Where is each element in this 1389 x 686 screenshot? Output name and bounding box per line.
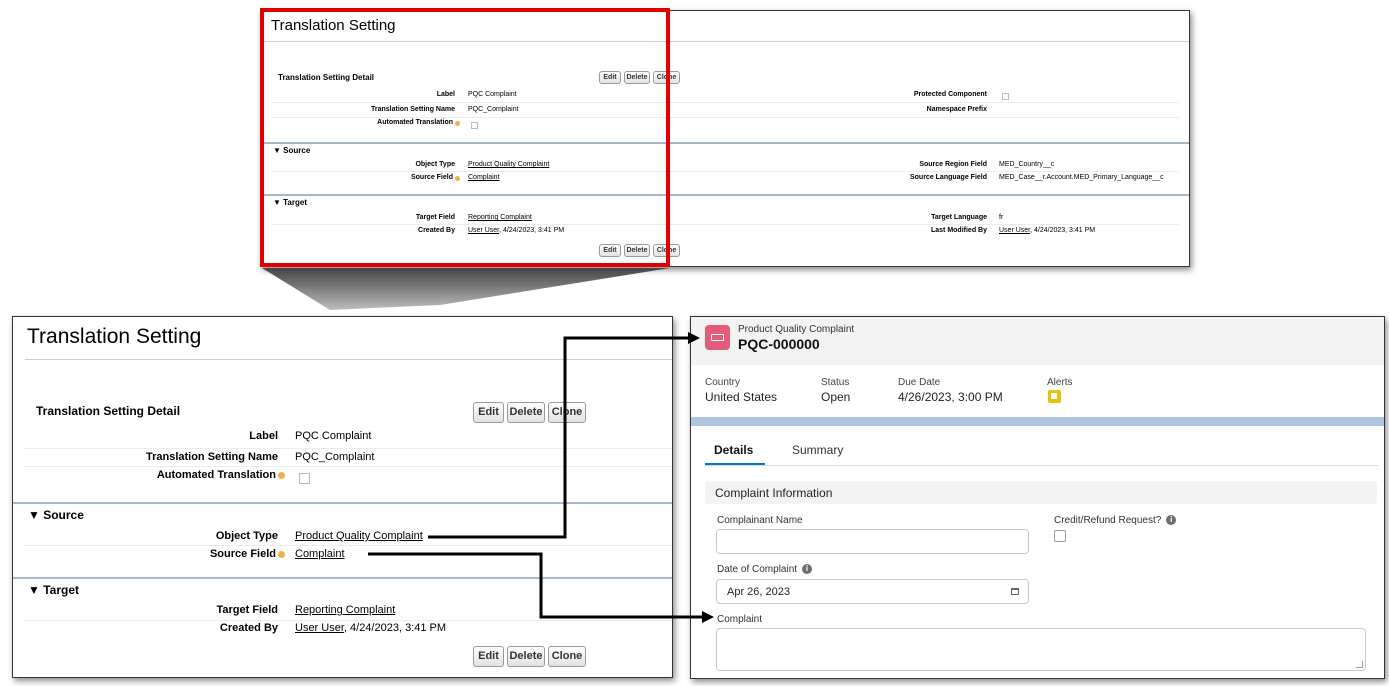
- object-type-label: Object Type: [415, 161, 455, 168]
- complaint-textarea[interactable]: [716, 628, 1366, 671]
- target-language-value: fr: [999, 214, 1004, 221]
- created-by-value: User User, 4/24/2023, 3:41 PM: [468, 227, 565, 234]
- target-section-title-zoomed[interactable]: ▼ Target: [28, 583, 79, 597]
- credit-refund-checkbox[interactable]: [1054, 530, 1066, 542]
- info-icon[interactable]: [455, 121, 460, 126]
- delete-button-zoomed[interactable]: Delete: [507, 402, 545, 423]
- tab-details-underline: [705, 463, 765, 466]
- source-language-label: Source Language Field: [909, 174, 987, 181]
- target-field-label: Target Field: [415, 214, 455, 221]
- target-field-link[interactable]: Reporting Complaint: [468, 214, 532, 221]
- tab-summary[interactable]: Summary: [792, 443, 844, 457]
- section-header: Complaint Information: [705, 481, 1377, 504]
- last-modified-value: User User, 4/24/2023, 3:41 PM: [999, 227, 1096, 234]
- namespace-prefix-label: Namespace Prefix: [926, 106, 987, 113]
- status-label: Status: [821, 377, 850, 388]
- protected-component-checkbox: [1002, 93, 1009, 100]
- created-by-value-zoomed: User User, 4/24/2023, 3:41 PM: [295, 622, 447, 634]
- top-translation-setting-panel: Translation Setting Translation Setting …: [260, 10, 1190, 267]
- protected-component-label: Protected Component: [913, 91, 987, 98]
- source-field-link-zoomed[interactable]: Complaint: [295, 548, 345, 560]
- source-language-value: MED_Case__r.Account.MED_Primary_Language…: [999, 174, 1164, 181]
- country-value: United States: [705, 390, 778, 404]
- edit-button-zoomed-bottom[interactable]: Edit: [473, 646, 504, 667]
- clone-button-zoomed[interactable]: Clone: [548, 402, 586, 423]
- translation-setting-name-label: Translation Setting Name: [370, 106, 455, 113]
- translation-setting-name-label-zoomed: Translation Setting Name: [145, 451, 278, 463]
- date-of-complaint-label: Date of Complaint i: [717, 564, 813, 575]
- calendar-icon[interactable]: [1011, 588, 1019, 595]
- source-field-label: Source Field: [411, 174, 460, 181]
- complainant-name-input[interactable]: [716, 529, 1029, 554]
- label-value: PQC Complaint: [468, 91, 517, 98]
- created-by-user-link-zoomed[interactable]: User User: [295, 622, 344, 634]
- page-title: Translation Setting: [271, 17, 396, 34]
- created-by-label: Created By: [418, 227, 455, 234]
- tab-details[interactable]: Details: [714, 443, 754, 457]
- object-type-label-zoomed: Object Type: [215, 530, 278, 542]
- edit-button-bottom[interactable]: Edit: [599, 244, 621, 257]
- credit-refund-label: Credit/Refund Request? i: [1054, 515, 1177, 526]
- complaint-label: Complaint: [717, 614, 763, 625]
- resize-icon[interactable]: [1356, 661, 1363, 668]
- automated-translation-label: Automated Translation: [377, 119, 460, 126]
- info-icon[interactable]: i: [1166, 515, 1177, 526]
- translation-setting-name-value: PQC_Complaint: [468, 106, 519, 113]
- last-modified-label: Last Modified By: [930, 227, 987, 234]
- delete-button-zoomed-bottom[interactable]: Delete: [507, 646, 545, 667]
- detail-section-title: Translation Setting Detail: [278, 73, 375, 82]
- edit-button-zoomed[interactable]: Edit: [473, 402, 504, 423]
- record-number: PQC-000000: [738, 336, 820, 352]
- label-label: Label: [436, 91, 455, 98]
- info-icon[interactable]: [278, 472, 285, 479]
- country-label: Country: [705, 377, 741, 388]
- date-of-complaint-value: Apr 26, 2023: [727, 586, 790, 598]
- created-by-label-zoomed: Created By: [219, 622, 278, 634]
- source-region-label: Source Region Field: [919, 161, 987, 168]
- source-section-title-zoomed[interactable]: ▼ Source: [28, 508, 84, 522]
- clone-button-zoomed-bottom[interactable]: Clone: [548, 646, 586, 667]
- modified-user-link[interactable]: User User: [999, 227, 1031, 234]
- record-header: [691, 317, 1384, 365]
- label-value-zoomed: PQC Complaint: [295, 430, 372, 442]
- record-page-panel: Product Quality Complaint PQC-000000 Cou…: [690, 316, 1385, 679]
- label-label-zoomed: Label: [249, 430, 278, 442]
- source-field-label-zoomed: Source Field: [210, 548, 285, 560]
- created-by-user-link[interactable]: User User: [468, 227, 500, 234]
- info-icon[interactable]: i: [802, 564, 813, 575]
- translation-setting-name-value-zoomed: PQC_Complaint: [295, 451, 375, 463]
- object-type-link[interactable]: Product Quality Complaint: [468, 161, 550, 168]
- source-field-link[interactable]: Complaint: [468, 174, 500, 181]
- automated-translation-label-zoomed: Automated Translation: [157, 469, 285, 481]
- page-title-zoomed: Translation Setting: [27, 325, 202, 348]
- source-section-title[interactable]: ▼ Source: [273, 146, 311, 155]
- record-icon: [705, 325, 730, 350]
- edit-button[interactable]: Edit: [599, 71, 621, 84]
- alerts-label: Alerts: [1047, 377, 1073, 388]
- target-field-link-zoomed[interactable]: Reporting Complaint: [295, 604, 396, 616]
- flag-icon[interactable]: [1048, 390, 1061, 403]
- info-icon[interactable]: [278, 551, 285, 558]
- target-language-label: Target Language: [931, 214, 987, 221]
- delete-button-bottom[interactable]: Delete: [624, 244, 650, 257]
- status-value: Open: [821, 390, 851, 404]
- source-region-value: MED_Country__c: [999, 161, 1055, 168]
- target-field-label-zoomed: Target Field: [216, 604, 278, 616]
- record-object-name: Product Quality Complaint: [738, 324, 855, 335]
- zoomed-translation-setting-panel: Translation Setting Translation Setting …: [12, 316, 673, 678]
- header-divider-bar: [691, 417, 1384, 426]
- detail-section-title-zoomed: Translation Setting Detail: [36, 404, 181, 418]
- automated-translation-checkbox-zoomed: [299, 473, 310, 484]
- section-title: Complaint Information: [715, 486, 833, 500]
- complainant-name-label: Complainant Name: [717, 515, 803, 526]
- delete-button[interactable]: Delete: [624, 71, 650, 84]
- info-icon[interactable]: [455, 176, 460, 181]
- highlight-box: [260, 8, 670, 267]
- due-date-value: 4/26/2023, 3:00 PM: [898, 390, 1003, 404]
- automated-translation-checkbox: [471, 122, 478, 129]
- due-date-label: Due Date: [898, 377, 941, 388]
- object-type-link-zoomed[interactable]: Product Quality Complaint: [295, 530, 423, 542]
- target-section-title[interactable]: ▼ Target: [273, 198, 307, 207]
- date-of-complaint-input[interactable]: Apr 26, 2023: [716, 579, 1029, 604]
